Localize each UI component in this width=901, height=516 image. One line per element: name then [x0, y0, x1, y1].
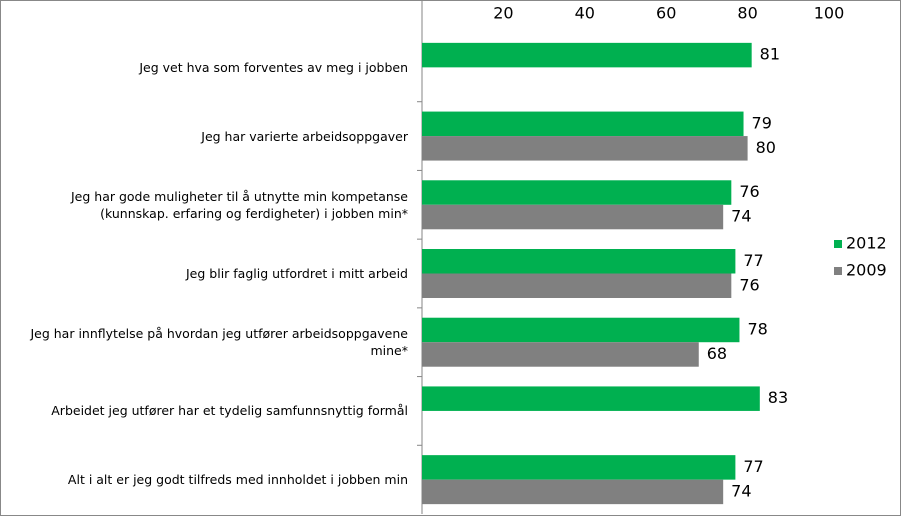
legend-label: 2009 [846, 261, 887, 280]
value-label: 80 [756, 138, 776, 157]
legend-label: 2012 [846, 234, 887, 253]
y-tick-label: Jeg har innflytelse på hvordan jeg utfør… [30, 326, 408, 359]
bar [422, 249, 736, 274]
bar [422, 455, 736, 480]
value-label: 81 [760, 45, 780, 64]
value-label: 76 [739, 182, 759, 201]
legend-swatch [834, 267, 842, 275]
bar [422, 180, 732, 205]
value-label: 83 [768, 388, 788, 407]
value-label: 76 [739, 275, 759, 294]
y-tick-label: Jeg har varierte arbeidsoppgaver [201, 128, 408, 144]
bar [422, 42, 752, 68]
bar [422, 479, 724, 505]
value-label: 74 [731, 207, 751, 226]
bar [422, 386, 760, 411]
bar [422, 273, 732, 298]
bar [422, 317, 740, 343]
value-label: 79 [752, 113, 772, 132]
legend-swatch [834, 240, 842, 248]
bar [422, 204, 724, 230]
bar [422, 136, 748, 161]
y-tick-label: Arbeidet jeg utfører har et tydelig samf… [51, 403, 408, 419]
value-label: 74 [731, 481, 751, 500]
y-tick-label: Jeg blir faglig utfordret i mitt arbeid [186, 265, 408, 281]
value-label: 78 [747, 319, 767, 338]
x-tick-label: 100 [814, 4, 845, 23]
value-label: 77 [743, 457, 763, 476]
x-tick-label: 20 [493, 4, 513, 23]
bar [422, 111, 744, 137]
y-tick-label: Jeg vet hva som forventes av meg i jobbe… [139, 59, 408, 75]
bar [422, 342, 699, 367]
x-tick-label: 40 [575, 4, 595, 23]
y-tick-label: Jeg har gode muligheter til å utnytte mi… [71, 188, 408, 221]
x-tick-label: 80 [737, 4, 757, 23]
y-tick-label: Alt i alt er jeg godt tilfreds med innho… [67, 472, 408, 488]
value-label: 77 [743, 251, 763, 270]
value-label: 68 [707, 344, 727, 363]
x-tick-label: 60 [656, 4, 676, 23]
